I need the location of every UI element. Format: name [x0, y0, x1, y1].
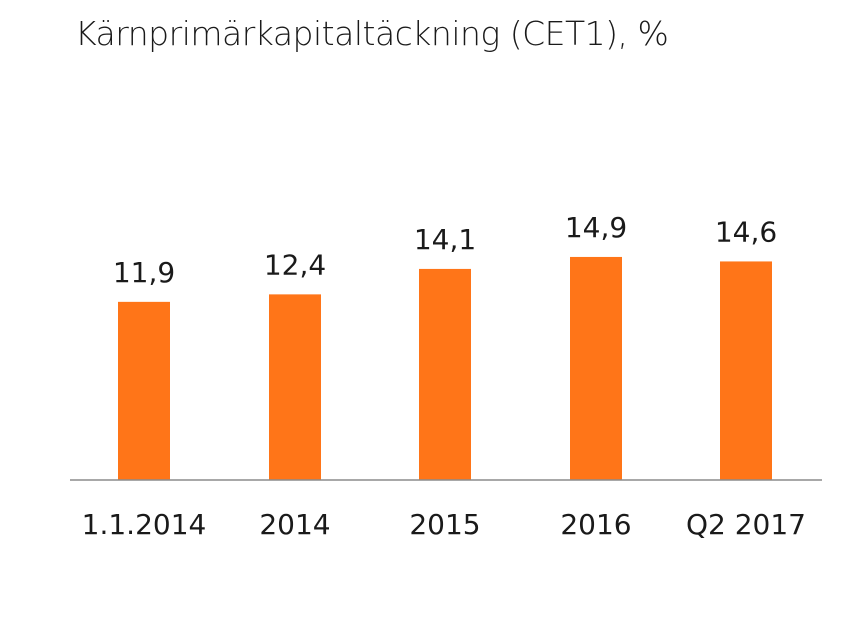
bars-layer — [118, 256, 772, 480]
data-label: 14,6 — [715, 215, 777, 248]
data-label: 14,1 — [414, 223, 476, 256]
x-tick-label: 2014 — [259, 508, 330, 541]
data-label: 14,9 — [565, 211, 627, 244]
chart-title: Kärnprimärkapitaltäckning (CET1), % — [75, 14, 669, 53]
bar-2016 — [570, 256, 622, 480]
data-label: 12,4 — [264, 248, 326, 281]
data-label: 11,9 — [113, 256, 175, 289]
bar-2014 — [269, 294, 321, 480]
x-tick-label: 2015 — [409, 508, 480, 541]
data-labels-layer: 11,9 12,4 14,1 14,9 14,6 — [113, 211, 777, 289]
bar-2015 — [419, 268, 471, 480]
bar-q2-2017 — [720, 261, 772, 480]
x-tick-labels-layer: 1.1.2014 2014 2015 2016 Q2 2017 — [82, 508, 806, 541]
x-tick-label: Q2 2017 — [686, 508, 806, 541]
x-tick-label: 1.1.2014 — [82, 508, 207, 541]
bar-1-1-2014 — [118, 301, 170, 480]
x-tick-label: 2016 — [560, 508, 631, 541]
